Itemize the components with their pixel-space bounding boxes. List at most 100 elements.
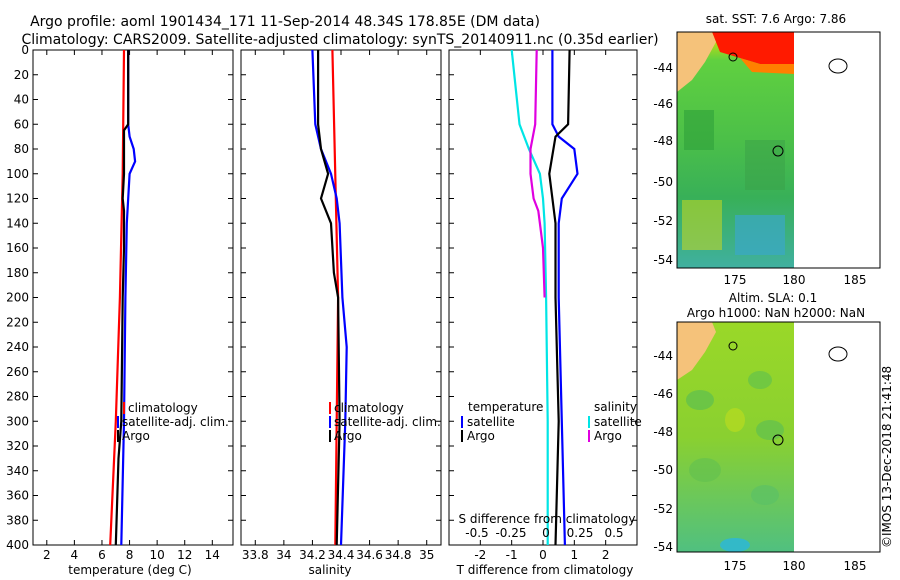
island-outline	[728, 341, 738, 351]
sla-land	[677, 322, 716, 380]
series-line-argo	[114, 50, 130, 545]
map-ytick: -52	[653, 502, 673, 516]
depth-tick-label: 380	[6, 513, 29, 527]
argo-position-marker	[772, 434, 784, 446]
figure-title-line2: Climatology: CARS2009. Satellite-adjuste…	[21, 32, 658, 48]
difference-panel: -2 -1 0 1 2	[449, 49, 637, 562]
sst-warm-edge	[740, 58, 794, 74]
sst-nodata	[794, 32, 880, 268]
salinity-panel-frame	[240, 49, 442, 546]
depth-tick-label: 140	[6, 216, 29, 230]
sst-patch	[735, 215, 785, 255]
x-tick-label: -1	[506, 548, 518, 562]
map-xtick: 180	[783, 273, 806, 287]
map-xtick: 185	[844, 273, 867, 287]
salinity-xlabel: salinity	[308, 563, 351, 577]
depth-tick-label: 40	[14, 93, 29, 107]
depth-tick-label: 260	[6, 365, 29, 379]
depth-tick-label: 340	[6, 464, 29, 478]
series-group	[311, 50, 348, 545]
x-tick-label: 10	[149, 548, 164, 562]
legend-t-satellite: satellite	[467, 415, 515, 429]
salinity-panel: 33.8 34 34.2 34.4 34.6 34.8 35	[241, 49, 441, 562]
map-ytick: -46	[653, 387, 673, 401]
depth-tick-label: 120	[6, 192, 29, 206]
map-ytick: -54	[653, 253, 673, 267]
x-tick-label: 33.8	[242, 548, 269, 562]
series-line-t-argo	[548, 50, 571, 545]
x-tick-label: 34.6	[356, 548, 383, 562]
s-tick-label: -0.25	[495, 526, 526, 540]
legend-climatology: climatology	[334, 401, 404, 415]
map-ytick: -48	[653, 134, 673, 148]
depth-tick-label: 0	[21, 43, 29, 57]
legend-s-argo: Argo	[594, 429, 622, 443]
difference-xlabel: T difference from climatology	[456, 563, 634, 577]
x-tick-label: 34.2	[299, 548, 326, 562]
x-tick-label: 34.8	[385, 548, 412, 562]
map-xtick: 180	[783, 559, 806, 573]
s-tick-label: -0.5	[465, 526, 488, 540]
sst-patch	[682, 200, 722, 250]
island-outline	[828, 346, 848, 362]
map-ytick: -50	[653, 463, 673, 477]
x-tick-label: 34.4	[328, 548, 355, 562]
s-tick-label: 0	[542, 526, 550, 540]
sla-map-title1: Altim. SLA: 0.1	[729, 291, 817, 305]
depth-tick-label: 160	[6, 241, 29, 255]
x-tick-label: 6	[98, 548, 106, 562]
sla-blotch	[725, 408, 745, 432]
series-line-satellite-adj-clim-	[311, 50, 348, 545]
x-tick-label: 0	[539, 548, 547, 562]
sla-blotch	[748, 371, 772, 389]
depth-tick-label: 300	[6, 414, 29, 428]
series-line-s-argo	[529, 50, 546, 298]
legend-argo: Argo	[334, 429, 362, 443]
figure-title-line1: Argo profile: aoml 1901434_171 11-Sep-20…	[30, 14, 540, 30]
island-outline	[828, 58, 848, 74]
s-tick-label: 0.5	[604, 526, 623, 540]
legend-satellite: satellite-adj. clim.	[334, 415, 441, 429]
series-line-argo	[317, 50, 341, 545]
map-ytick: -44	[653, 61, 673, 75]
depth-tick-label: 200	[6, 291, 29, 305]
temperature-panel-frame	[32, 49, 234, 546]
legend-t-argo: Argo	[467, 429, 495, 443]
x-tick-label: 8	[126, 548, 134, 562]
sla-blotch	[756, 420, 784, 440]
depth-tick-label: 80	[14, 142, 29, 156]
map-xtick: 175	[724, 273, 747, 287]
map-ytick: -50	[653, 175, 673, 189]
argo-position-marker	[772, 145, 784, 157]
series-line-satellite-adj-clim-	[120, 50, 137, 545]
x-tick-label: 4	[71, 548, 79, 562]
map-ytick: -54	[653, 540, 673, 554]
sla-map-title2: Argo h1000: NaN h2000: NaN	[687, 306, 865, 320]
map-xtick: 175	[724, 559, 747, 573]
imos-watermark: ©IMOS 13-Dec-2018 21:41:48	[880, 366, 894, 548]
temperature-legend: climatology satellite-adj. clim. Argo	[117, 401, 229, 443]
depth-tick-label: 100	[6, 167, 29, 181]
depth-tick-label: 400	[6, 538, 29, 552]
sst-map-title: sat. SST: 7.6 Argo: 7.86	[706, 12, 846, 26]
depth-tick-label: 360	[6, 489, 29, 503]
legend-climatology: climatology	[128, 401, 198, 415]
map-ytick: -44	[653, 349, 673, 363]
series-line-s-satellite	[510, 50, 549, 545]
s-difference-label: S difference from climatology	[459, 512, 636, 526]
legend-satellite: satellite-adj. clim.	[122, 415, 229, 429]
salinity-legend: climatology satellite-adj. clim. Argo	[329, 401, 441, 443]
depth-axis: 0 20 40 60 80 100 120 140 160 180 200 220 240 260 280 3…	[6, 43, 29, 552]
sla-map-frame	[676, 321, 881, 553]
temperature-xlabel: temperature (deg C)	[68, 563, 191, 577]
difference-legend: temperature satellite Argo salinity sate…	[461, 400, 642, 443]
legend-argo: Argo	[122, 429, 150, 443]
x-tick-label: 14	[205, 548, 220, 562]
x-tick-label: 34	[276, 548, 291, 562]
series-group	[109, 50, 137, 545]
series-group	[510, 50, 579, 545]
sla-blotch	[720, 538, 750, 552]
depth-tick-label: 220	[6, 315, 29, 329]
x-tick-label: 12	[177, 548, 192, 562]
